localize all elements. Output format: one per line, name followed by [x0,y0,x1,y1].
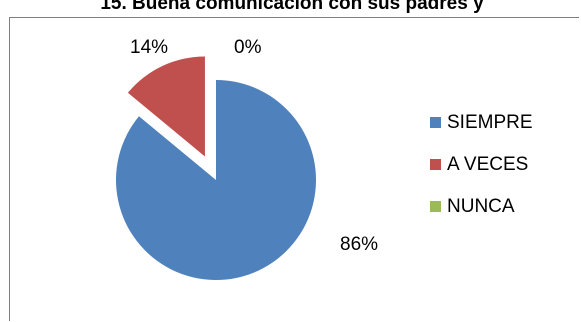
data-label-nunca: 0% [234,37,262,58]
data-label-a-veces: 14% [130,37,168,58]
legend-label-a-veces: A VECES [447,153,529,175]
legend-item-a-veces: A VECES [430,153,533,175]
chart-frame [9,17,579,321]
legend-swatch-siempre [430,117,441,128]
legend-label-nunca: NUNCA [447,195,515,217]
legend-swatch-nunca [430,201,441,212]
pie-slice-siempre [115,80,316,280]
legend-swatch-a-veces [430,159,441,170]
legend-label-siempre: SIEMPRE [447,111,533,133]
data-label-siempre: 86% [340,234,378,255]
legend: SIEMPRE A VECES NUNCA [430,111,533,239]
legend-item-siempre: SIEMPRE [430,111,533,133]
chart-title: 15. Buena comunicación con sus padres y [100,0,484,14]
pie-slice-a-veces [127,56,205,157]
legend-item-nunca: NUNCA [430,195,533,217]
